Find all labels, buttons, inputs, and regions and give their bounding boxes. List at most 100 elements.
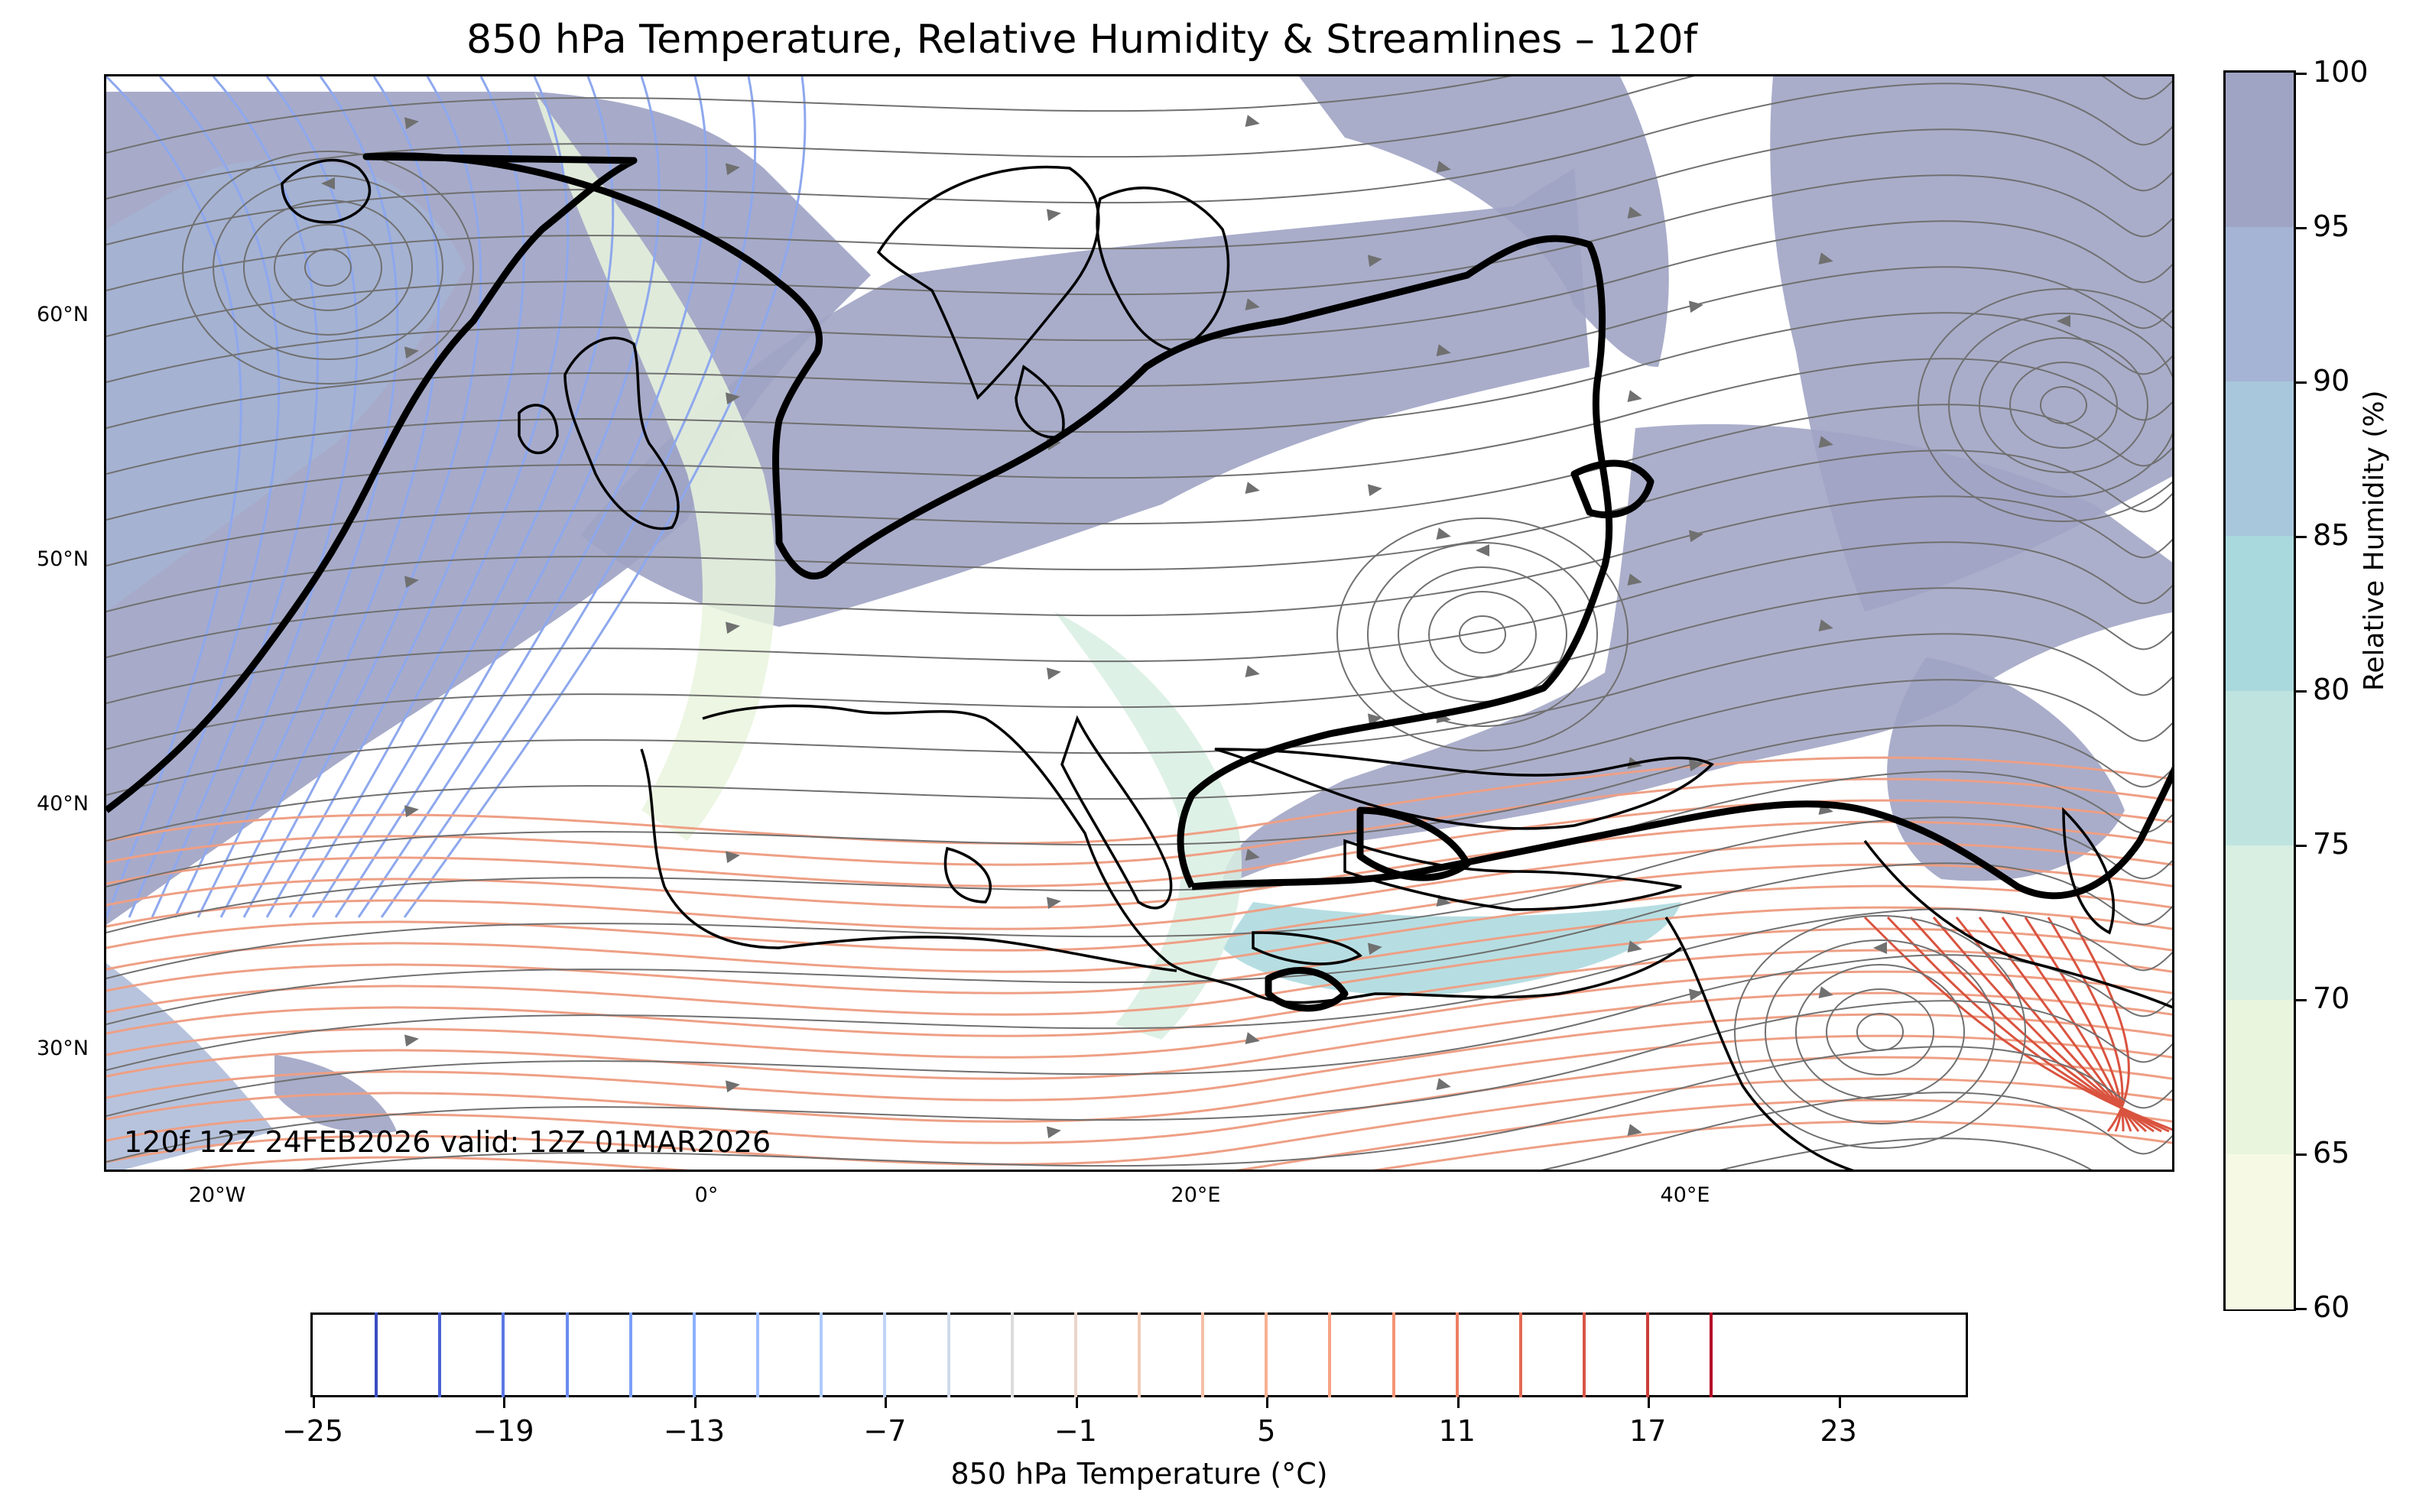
streamline-vortex — [274, 224, 383, 311]
temperature-colorbar-tick-label: −25 — [281, 1414, 344, 1448]
streamline — [106, 449, 2172, 612]
streamline-vortex — [182, 151, 475, 384]
lat-label-30n: 30°N — [36, 1037, 89, 1060]
streamline-arrow — [1627, 206, 1642, 219]
cold-temperature-contour — [334, 76, 661, 918]
cold-temperature-contour — [128, 76, 281, 918]
rh-colorbar-tick — [2296, 227, 2307, 229]
cold-temperature-contour — [106, 76, 242, 918]
temperature-level-line — [1583, 1312, 1586, 1397]
cold-temperature-contour — [380, 76, 757, 918]
streamline-arrow — [1627, 573, 1642, 586]
streamline-arrow — [404, 117, 419, 130]
temperature-level-line — [565, 1312, 569, 1397]
rh-colorbar-band — [2226, 690, 2294, 846]
cold-temperature-contour — [311, 76, 615, 918]
rh-colorbar-tick — [2296, 690, 2307, 693]
warm-temperature-contour — [106, 842, 2172, 930]
streamline-arrow — [1818, 986, 1833, 998]
temperature-colorbar-tick-label: 23 — [1820, 1414, 1857, 1448]
streamline-vortex — [304, 248, 352, 287]
hot-temperature-contour — [2070, 917, 2130, 1132]
streamline-arrow — [725, 392, 740, 405]
streamline-arrow — [404, 805, 419, 818]
streamline-arrow — [725, 621, 740, 634]
warm-temperature-contour — [106, 799, 2172, 887]
streamline-arrow — [1818, 436, 1833, 448]
warm-temperature-contour — [106, 1077, 2172, 1166]
streamline-arrow — [1367, 943, 1382, 956]
rh-colorbar-tick-label: 75 — [2313, 827, 2350, 861]
lon-label-0: 0° — [694, 1183, 719, 1207]
lat-label-50n: 50°N — [36, 547, 89, 571]
warm-temperature-contour — [106, 777, 2172, 866]
streamline-arrow — [1245, 665, 1260, 677]
temperature-level-line — [756, 1312, 760, 1397]
streamline — [106, 220, 2172, 383]
streamline-vortex — [1398, 566, 1568, 702]
streamline — [106, 495, 2172, 658]
temperature-colorbar-tick — [1266, 1397, 1269, 1408]
streamline — [106, 266, 2172, 429]
rh-colorbar-tick — [2296, 1308, 2307, 1310]
rh-colorbar-tick — [2296, 536, 2307, 538]
cold-temperature-contour — [219, 76, 440, 918]
temperature-level-line — [628, 1312, 632, 1397]
streamline — [106, 679, 2172, 842]
valid-time-label: 120f 12Z 24FEB2026 valid: 12Z 01MAR2026 — [124, 1125, 771, 1159]
streamline-arrow — [1046, 209, 1061, 222]
streamline — [106, 76, 1512, 154]
streamline-arrow — [1688, 530, 1703, 543]
streamline-arrow — [1436, 161, 1451, 173]
streamline — [106, 954, 2172, 1117]
warm-temperature-contour — [106, 863, 2172, 952]
temperature-colorbar-tick — [1838, 1397, 1841, 1408]
temperature-colorbar-tick — [693, 1397, 697, 1408]
map-canvas — [106, 76, 2172, 1172]
streamline-arrow — [404, 1034, 419, 1047]
streamline-arrow — [725, 1080, 740, 1093]
warm-temperature-contour — [106, 756, 2172, 845]
temperature-colorbar-tick-label: 11 — [1438, 1414, 1476, 1448]
map-panel[interactable] — [104, 74, 2174, 1172]
temperature-colorbar-tick — [885, 1397, 888, 1408]
lon-label-40e: 40°E — [1660, 1183, 1710, 1207]
streamline-vortex — [213, 175, 444, 360]
streamline-arrow — [1245, 848, 1260, 861]
temperature-level-line — [1328, 1312, 1332, 1397]
rh-colorbar-tick — [2296, 845, 2307, 847]
fronts-rh-boundary — [106, 152, 2172, 1012]
lat-label-40n: 40°N — [36, 792, 89, 816]
streamline-arrow — [2057, 315, 2070, 327]
warm-temperature-contour — [106, 884, 2172, 973]
rh-colorbar-band — [2226, 845, 2294, 1001]
streamline — [106, 862, 2172, 1025]
temperature-level-line — [1646, 1312, 1650, 1397]
rh-colorbar-tick-label: 90 — [2313, 364, 2350, 397]
rh-colorbar-tick-label: 100 — [2313, 55, 2369, 89]
streamline — [106, 76, 2172, 200]
streamline-arrow — [1245, 298, 1260, 310]
temperature-level-line — [1710, 1312, 1713, 1397]
streamline-arrow — [725, 851, 740, 864]
cold-temperature-contour — [403, 76, 807, 918]
temperature-colorbar-tick-label: −13 — [663, 1414, 726, 1448]
temperature-level-line — [438, 1312, 442, 1397]
streamline-arrow — [1688, 300, 1703, 313]
streamline-arrow — [1819, 1170, 1835, 1172]
temperature-level-line — [692, 1312, 696, 1397]
temperature-colorbar-tick — [503, 1397, 506, 1408]
streamline-arrow — [1436, 344, 1451, 356]
hot-temperature-contour — [1978, 917, 2140, 1132]
streamline — [106, 816, 2172, 979]
streamline-vortex — [2040, 386, 2088, 424]
streamline-vortex — [243, 200, 414, 336]
lon-label-20e: 20°E — [1171, 1183, 1221, 1207]
temperature-level-line — [1201, 1312, 1205, 1397]
streamline-vortex — [1428, 591, 1538, 678]
streamline — [106, 404, 2172, 566]
temperature-level-line — [883, 1312, 887, 1397]
rh-colorbar-tick-label: 85 — [2313, 518, 2350, 552]
streamline-arrow — [1818, 619, 1833, 631]
temperature-colorbar-tick — [1648, 1397, 1651, 1408]
